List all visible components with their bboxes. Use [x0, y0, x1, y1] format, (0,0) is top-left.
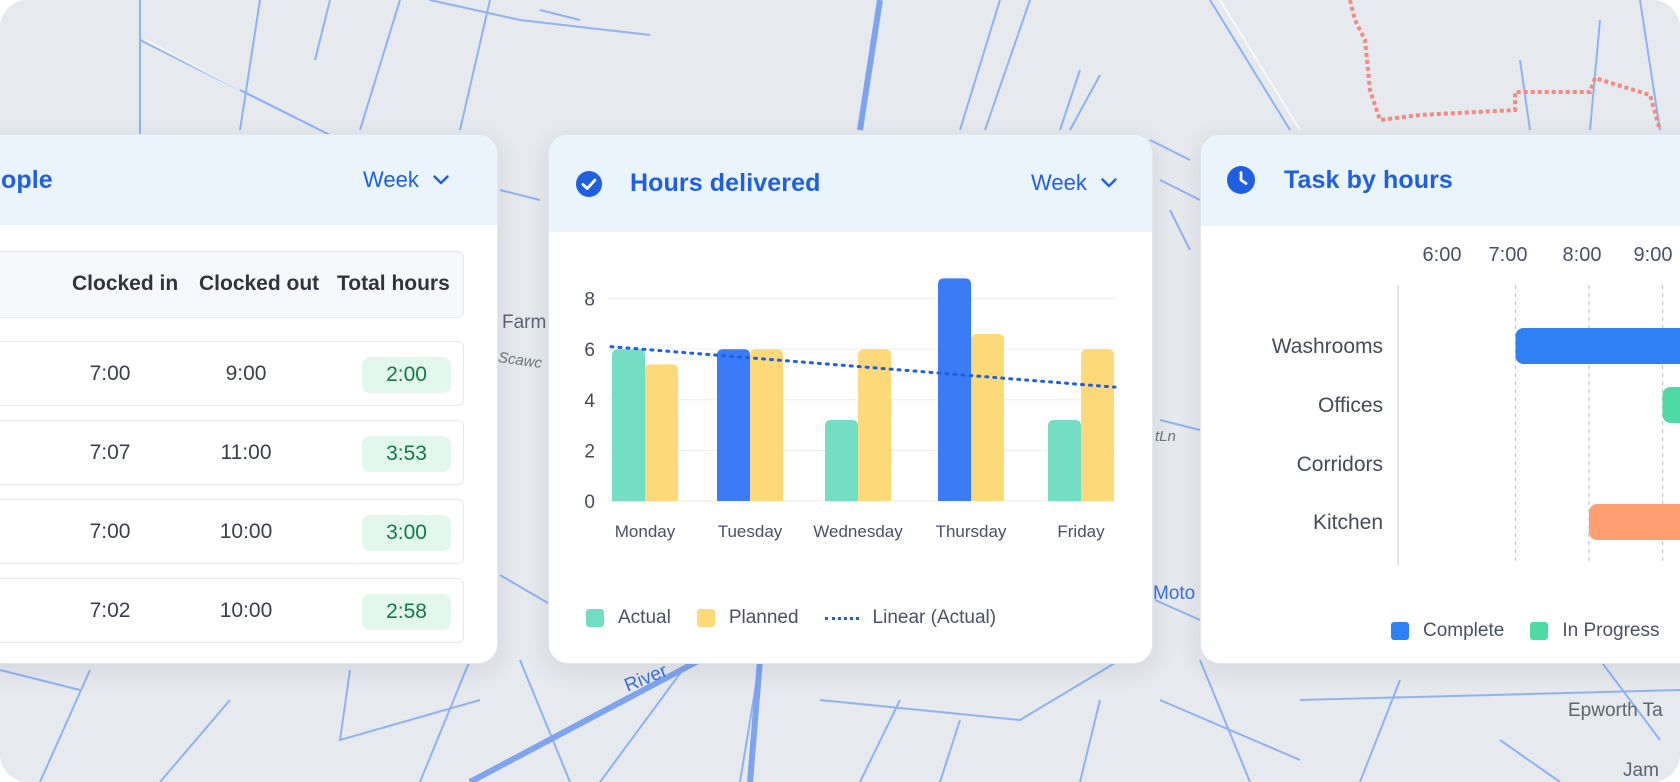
- legend-swatch-linear: [824, 616, 859, 620]
- check-circle-icon: [576, 171, 602, 197]
- legend-item-complete: Complete: [1391, 620, 1504, 642]
- legend-label-linear: Linear (Actual): [872, 607, 997, 628]
- legend-item-planned: Planned: [696, 607, 799, 629]
- hours-period-dropdown[interactable]: Week: [1031, 170, 1117, 196]
- y-tick-label: 6: [584, 340, 595, 361]
- map-label-tln: tLn: [1155, 428, 1176, 445]
- legend-swatch-in-progress: [1530, 622, 1549, 640]
- legend-swatch-actual: [586, 609, 604, 627]
- task-bar-washrooms: [1515, 328, 1680, 364]
- task-gantt-chart: 6:00 7:00 8:00 9:00 Washrooms Offices Corridor…: [1272, 244, 1680, 565]
- x-tick-label: Monday: [615, 522, 676, 541]
- column-header-total-hours: Total hours: [337, 272, 450, 295]
- tasks-card-header: Task by hours: [1201, 135, 1680, 226]
- map-label-moto: Moto: [1153, 583, 1196, 604]
- timesheet-table-header: Clocked in Clocked out Total hours: [0, 251, 464, 318]
- tasks-chart-legend: Complete In Progress: [1391, 620, 1680, 642]
- hours-chart-legend: Actual Planned Linear (Actual): [586, 607, 996, 629]
- total-hours-badge: 2:58: [362, 594, 451, 630]
- clocked-in-cell: 7:00: [89, 520, 131, 543]
- bar-actual-tuesday: [717, 349, 750, 501]
- x-tick-label: Tuesday: [718, 522, 783, 541]
- bar-actual-monday: [612, 349, 645, 501]
- clocked-out-cell: 10:00: [219, 599, 273, 622]
- clocked-out-cell: 10:00: [219, 520, 273, 543]
- hours-delivered-card: Hours delivered Week 0 2 4 6 8 Monday Tuesday W…: [548, 134, 1153, 664]
- task-label-corridors: Corridors: [1297, 453, 1383, 476]
- x-tick-label: 6:00: [1423, 244, 1462, 266]
- table-row[interactable]: 7:02 10:00 2:58: [0, 578, 464, 643]
- x-tick-label: Friday: [1057, 522, 1105, 541]
- bar-planned-tuesday: [750, 349, 783, 501]
- table-row[interactable]: 7:07 11:00 3:53: [0, 420, 464, 485]
- hours-card-header: Hours delivered Week: [549, 135, 1152, 232]
- bar-planned-thursday: [971, 334, 1004, 501]
- total-hours-badge: 2:00: [362, 357, 451, 393]
- clock-icon: [1227, 166, 1255, 194]
- clocked-out-cell: 9:00: [225, 362, 267, 385]
- column-header-clocked-out: Clocked out: [199, 272, 320, 295]
- bar-actual-friday: [1048, 420, 1081, 501]
- column-header-clocked-in: Clocked in: [72, 272, 179, 295]
- y-tick-label: 2: [584, 441, 595, 462]
- x-tick-label: 8:00: [1563, 244, 1602, 266]
- total-hours-badge: 3:53: [362, 436, 451, 472]
- legend-item-in-progress: In Progress: [1530, 620, 1659, 642]
- clocked-in-cell: 7:00: [89, 362, 131, 385]
- clocked-in-cell: 7:02: [89, 599, 131, 622]
- x-tick-label: Thursday: [936, 522, 1007, 541]
- legend-label-planned: Planned: [728, 607, 799, 628]
- people-period-dropdown[interactable]: Week: [363, 167, 449, 193]
- x-tick-label: 9:00: [1634, 244, 1673, 266]
- hours-card-title: Hours delivered: [630, 169, 821, 197]
- task-label-washrooms: Washrooms: [1272, 335, 1383, 358]
- y-tick-label: 4: [584, 391, 595, 412]
- clocked-in-cell: 7:07: [89, 441, 131, 464]
- legend-item-linear: Linear (Actual): [824, 607, 997, 629]
- people-period-label: Week: [363, 167, 419, 192]
- task-label-kitchen: Kitchen: [1313, 511, 1383, 534]
- legend-swatch-complete: [1391, 622, 1409, 640]
- map-label-farm: Farm: [502, 312, 547, 333]
- legend-label-actual: Actual: [618, 607, 671, 628]
- legend-swatch-planned: [696, 609, 715, 627]
- chevron-down-icon: [1101, 178, 1117, 188]
- tasks-card-title: Task by hours: [1284, 166, 1453, 194]
- legend-label-in-progress: In Progress: [1562, 620, 1660, 641]
- bar-planned-wednesday: [858, 349, 891, 501]
- x-tick-label: Wednesday: [813, 522, 903, 541]
- legend-label-complete: Complete: [1423, 620, 1505, 641]
- hours-bar-chart: 0 2 4 6 8 Monday Tuesday Wednesday Thursday Frida…: [584, 278, 1117, 541]
- hours-period-label: Week: [1031, 170, 1087, 195]
- total-hours-badge: 3:00: [362, 515, 451, 551]
- task-label-offices: Offices: [1318, 394, 1383, 417]
- task-by-hours-card: Task by hours 6:00 7:00 8:00 9:00 Washrooms O…: [1200, 134, 1680, 664]
- y-tick-label: 8: [584, 290, 595, 311]
- task-bar-kitchen: [1589, 504, 1680, 540]
- people-card-header: ople Week: [0, 135, 497, 225]
- legend-item-actual: Actual: [586, 607, 671, 629]
- map-label-epworth: Epworth Ta: [1568, 700, 1663, 721]
- table-row[interactable]: 7:00 10:00 3:00: [0, 499, 464, 564]
- task-bar-offices: [1662, 387, 1680, 423]
- y-tick-label: 0: [584, 492, 595, 513]
- x-tick-label: 7:00: [1489, 244, 1528, 266]
- bar-actual-wednesday: [825, 420, 858, 501]
- chevron-down-icon: [433, 175, 449, 185]
- map-label-jam: Jam: [1623, 760, 1659, 781]
- bar-actual-thursday: [938, 278, 971, 501]
- people-card-title: ople: [1, 166, 53, 194]
- bar-planned-friday: [1081, 349, 1114, 501]
- clocked-out-cell: 11:00: [220, 441, 272, 464]
- bar-planned-monday: [645, 364, 678, 501]
- people-card: ople Week Clocked in Clocked out Total h…: [0, 134, 498, 664]
- table-row[interactable]: n 7:00 9:00 2:00: [0, 341, 464, 406]
